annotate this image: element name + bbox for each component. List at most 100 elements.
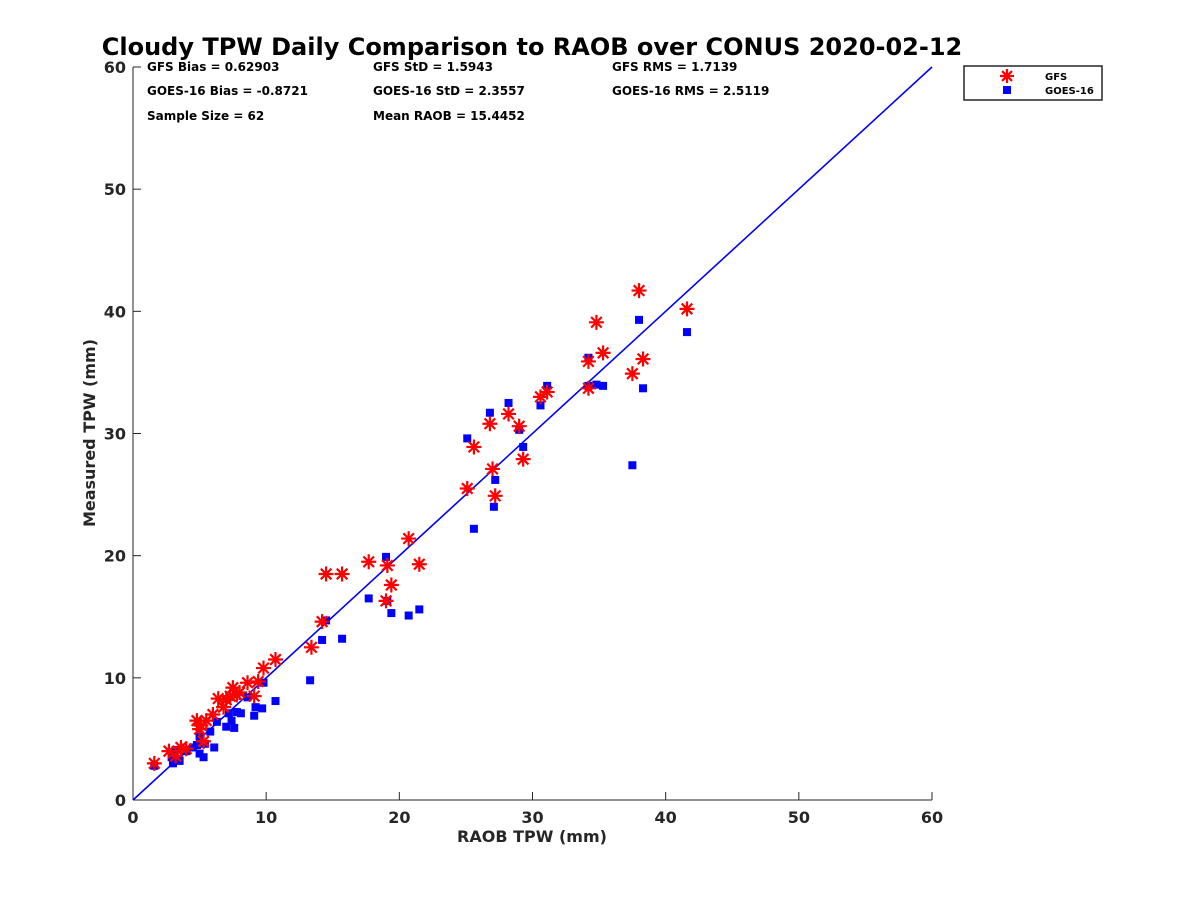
stats-layer: GFS Bias = 0.62903 GFS StD = 1.5943 GFS RM… <box>147 60 769 123</box>
goes16-point-20 <box>236 709 245 718</box>
goes16-point-49 <box>592 380 601 389</box>
gfs-point-1 <box>161 743 177 759</box>
goes16-point-28 <box>318 635 327 644</box>
goes16-point-14 <box>212 717 221 726</box>
stat-text-4: GOES-16 StD = 2.3557 <box>373 84 525 98</box>
goes16-point-12 <box>206 727 215 736</box>
stat-text-2: GFS RMS = 1.7139 <box>612 60 737 74</box>
gfs-point-26 <box>334 566 350 582</box>
gfs-point-31 <box>401 531 417 547</box>
chart-title: Cloudy TPW Daily Comparison to RAOB over… <box>102 33 962 61</box>
y-tick-label-5: 50 <box>104 180 126 199</box>
goes16-point-45 <box>536 401 545 410</box>
goes16-point-44 <box>519 442 528 451</box>
legend: GFS GOES-16 <box>963 65 1103 101</box>
gfs-point-8 <box>196 733 212 749</box>
goes16-point-38 <box>469 524 478 533</box>
gfs-point-49 <box>635 351 651 367</box>
goes16-point-18 <box>230 723 239 732</box>
gfs-point-22 <box>267 652 283 668</box>
gfs-point-43 <box>580 380 596 396</box>
goes16-point-13 <box>210 743 219 752</box>
gfs-point-29 <box>379 557 395 573</box>
axes: 0 10 20 30 40 50 60 0 10 20 30 40 50 60 <box>104 58 943 827</box>
stat-text-1: GFS StD = 1.5943 <box>373 60 493 74</box>
gfs-point-3 <box>173 739 189 755</box>
goes16-point-31 <box>364 594 373 603</box>
y-tick-label-1: 10 <box>104 669 126 688</box>
stat-text-0: GFS Bias = 0.62903 <box>147 60 279 74</box>
goes16-point-1 <box>167 753 176 762</box>
goes16-point-50 <box>599 381 608 390</box>
legend-goes16-marker <box>1003 86 1011 94</box>
x-axis-label: RAOB TPW (mm) <box>457 827 607 846</box>
goes16-point-29 <box>322 616 331 625</box>
gfs-point-24 <box>314 614 330 630</box>
goes16-point-34 <box>387 609 396 618</box>
y-tick-label-2: 20 <box>104 547 126 566</box>
stat-text-3: GOES-16 Bias = -0.8721 <box>147 84 308 98</box>
y-tick-label-4: 40 <box>104 302 126 321</box>
stat-text-6: Sample Size = 62 <box>147 109 264 123</box>
reference-line-group <box>132 66 933 801</box>
goes16-point-51 <box>628 461 637 470</box>
gfs-point-47 <box>624 366 640 382</box>
gfs-point-44 <box>580 353 596 369</box>
x-tick-label-5: 50 <box>788 808 810 827</box>
gfs-point-50 <box>679 301 695 317</box>
goes16-point-27 <box>306 676 315 685</box>
x-tick-label-2: 20 <box>388 808 410 827</box>
goes16-point-32 <box>382 552 391 561</box>
goes16-point-23 <box>251 703 260 712</box>
gfs-point-20 <box>250 673 266 689</box>
stat-text-7: Mean RAOB = 15.4452 <box>373 109 525 123</box>
gfs-point-15 <box>225 680 241 696</box>
goes16-point-25 <box>259 678 268 687</box>
goes16-point-2 <box>168 759 177 768</box>
gfs-point-25 <box>318 566 334 582</box>
series-gfs-points <box>146 283 695 771</box>
gfs-point-34 <box>466 439 482 455</box>
y-axis-label: Measured TPW (mm) <box>80 339 99 527</box>
gfs-point-18 <box>240 675 256 691</box>
goes16-point-53 <box>639 384 648 393</box>
x-tick-label-0: 0 <box>127 808 138 827</box>
gfs-point-28 <box>378 593 394 609</box>
legend-box <box>963 65 1103 101</box>
stat-text-5: GOES-16 RMS = 2.5119 <box>612 84 769 98</box>
gfs-point-33 <box>459 480 475 496</box>
gfs-point-4 <box>178 741 194 757</box>
gfs-point-23 <box>303 639 319 655</box>
x-tick-label-6: 60 <box>921 808 943 827</box>
goes16-point-35 <box>404 611 413 620</box>
gfs-point-17 <box>232 684 248 700</box>
y-tick-label-6: 60 <box>104 58 126 77</box>
series-goes-16-points <box>150 315 691 770</box>
gfs-point-35 <box>482 416 498 432</box>
gfs-point-45 <box>588 314 604 330</box>
legend-label-0: GFS <box>1045 72 1067 83</box>
goes16-point-39 <box>485 408 494 417</box>
gfs-point-48 <box>631 283 647 299</box>
gfs-point-19 <box>246 688 262 704</box>
goes16-point-26 <box>271 697 280 706</box>
gfs-point-38 <box>501 406 517 422</box>
goes16-point-30 <box>338 634 347 643</box>
gfs-point-30 <box>383 577 399 593</box>
goes16-point-16 <box>224 709 233 718</box>
gfs-point-36 <box>485 461 501 477</box>
x-tick-label-3: 30 <box>521 808 543 827</box>
goes16-point-7 <box>192 741 201 750</box>
gfs-point-40 <box>515 451 531 467</box>
gfs-point-46 <box>595 345 611 361</box>
gfs-point-14 <box>222 688 238 704</box>
legend-label-1: GOES-16 <box>1045 86 1094 97</box>
gfs-point-27 <box>361 554 377 570</box>
gfs-point-11 <box>210 691 226 707</box>
gfs-point-12 <box>216 699 232 715</box>
x-tick-label-1: 10 <box>255 808 277 827</box>
goes16-point-41 <box>491 475 500 484</box>
gfs-point-32 <box>411 556 427 572</box>
one-to-one-line <box>132 66 933 801</box>
